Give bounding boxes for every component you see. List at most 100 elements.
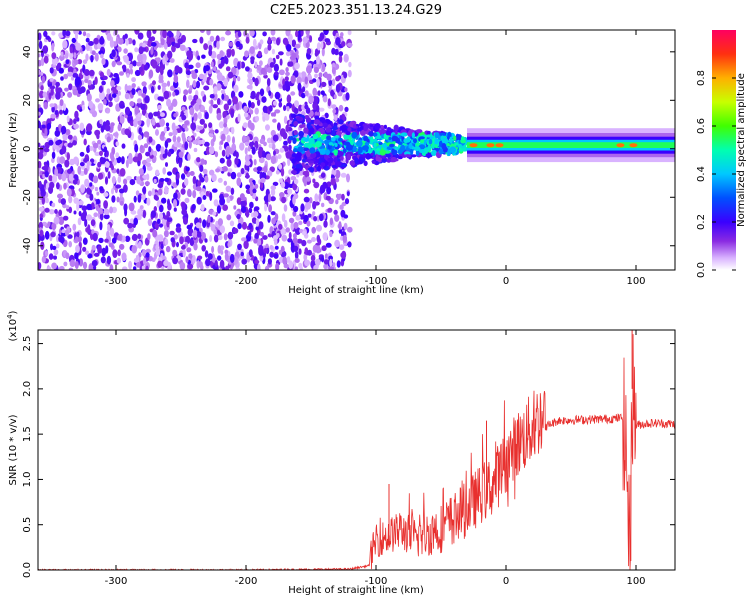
spectrogram-cell [319, 184, 326, 194]
spectrogram-cell [51, 262, 57, 270]
spectrogram-cell [197, 55, 201, 61]
spectrogram-cell [255, 218, 260, 227]
spectrogram-cell [249, 134, 253, 141]
spectrogram-cell [203, 43, 209, 51]
spectrogram-cell [250, 56, 255, 61]
spectrogram-cell [166, 80, 171, 87]
spectrogram-cell [124, 83, 128, 93]
spectrogram-cell [320, 40, 324, 49]
spectrogram-cell [181, 132, 186, 140]
spectrogram-cell [240, 167, 245, 175]
spectrogram-cell [194, 103, 200, 112]
spectrogram-cell [40, 85, 44, 91]
spectrogram-cell [229, 253, 235, 263]
spectrogram-cell [281, 234, 288, 242]
spectrogram-cell [333, 94, 337, 100]
spectrogram-cell [98, 237, 104, 244]
spectrogram-cell [209, 216, 214, 223]
spectrogram-cell [270, 211, 276, 216]
spectrogram-cell [166, 98, 172, 107]
spectrogram-cell [158, 223, 164, 228]
spectrogram-cell [306, 48, 312, 55]
spectrogram-cell [44, 230, 50, 240]
y-tick-label: 20 [22, 94, 33, 107]
spectrogram-cell [327, 207, 333, 213]
spectrogram-cell [182, 94, 187, 102]
spectrogram-cell [92, 142, 99, 149]
spectrogram-cell [290, 222, 295, 231]
spectrogram-cell [301, 162, 305, 167]
spectrogram-cell [231, 48, 235, 57]
spectrogram-cell [299, 265, 303, 270]
spectrogram-cell [240, 251, 244, 257]
spectrogram-cell [55, 140, 61, 146]
spectrogram-cell [355, 140, 363, 147]
spectrogram-cell [332, 78, 336, 87]
spectrogram-cell [332, 108, 337, 114]
spectrogram-x-axis: -300 -200 -100 0 100 [105, 30, 646, 287]
spectrogram-cell [117, 91, 122, 96]
spectrogram-cell [183, 89, 189, 96]
spectrogram-cell [134, 47, 139, 53]
spectrogram-cell [116, 61, 123, 66]
spectrogram-cell [303, 253, 308, 261]
spectrogram-cell [259, 88, 265, 97]
spectrogram-cell [316, 234, 321, 243]
spectrogram-cell [328, 162, 332, 167]
spectrogram-cell [223, 193, 229, 198]
spectrogram-cell [60, 91, 64, 99]
spectrogram-cell [121, 252, 127, 262]
spectrogram-cell [155, 65, 161, 73]
spectrogram-cell [286, 94, 292, 104]
spectrogram-cell [65, 59, 70, 65]
spectrogram-cell [294, 43, 301, 49]
spectrogram-cell [196, 157, 201, 163]
spectrogram-cell [165, 162, 168, 167]
spectrogram-cell [290, 113, 297, 119]
spectrogram-cell [192, 51, 196, 56]
spectrogram-cell [287, 188, 293, 195]
spectrogram-cell [204, 238, 208, 243]
spectrogram-cell [82, 31, 87, 37]
spectrogram-cell [281, 196, 287, 204]
spectrogram-cell [52, 174, 58, 183]
spectrogram-cell [116, 168, 120, 174]
spectrogram-cell [303, 188, 310, 194]
spectrogram-cell [267, 43, 272, 51]
spectrogram-cell [109, 264, 114, 270]
spectrogram-cell [208, 122, 213, 129]
spectrogram-cell [124, 207, 128, 217]
spectrogram-cell [200, 204, 205, 211]
spectrogram-cell [237, 223, 242, 230]
spectrogram-cell [142, 42, 147, 49]
spectrogram-cell [163, 259, 169, 267]
spectrogram-cell [38, 111, 41, 116]
spectrogram-cell [269, 245, 274, 250]
spectrogram-cell [168, 132, 173, 137]
spectrogram-cell [136, 262, 141, 268]
spectrogram-cell [245, 66, 250, 72]
spectrogram-cell [165, 245, 171, 253]
spectrogram-cell [275, 54, 280, 60]
spectrogram-cell [314, 111, 320, 116]
y-tick-label: 0.0 [22, 562, 33, 578]
spectrogram-cell [134, 69, 141, 77]
y-tick-label: -40 [22, 238, 33, 254]
spectrogram-cell [325, 127, 332, 133]
spectrogram-cell [330, 137, 336, 142]
spectrogram-cell [89, 158, 95, 163]
spectrogram-cell [285, 151, 291, 159]
spectrogram-cell [71, 76, 75, 81]
spectrogram-cell [65, 252, 70, 260]
spectrogram-cell [314, 73, 318, 79]
spectrogram-cell [346, 153, 352, 161]
spectrogram-cell [316, 42, 321, 51]
spectrogram-cell [379, 149, 386, 156]
spectrogram-cell [214, 129, 219, 134]
spectrogram-cell [86, 161, 92, 166]
spectrogram-cell [400, 144, 406, 152]
spectrogram-cell [93, 264, 97, 270]
spectrogram-cell [305, 30, 310, 36]
spectrogram-cell [220, 89, 226, 94]
spectrogram-cell [42, 91, 47, 98]
